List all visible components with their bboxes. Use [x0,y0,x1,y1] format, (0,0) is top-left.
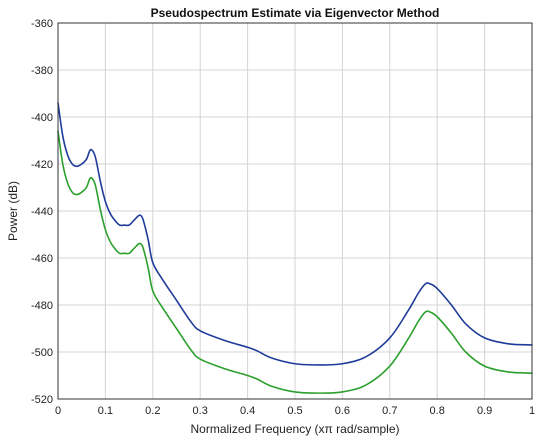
x-tick-label: 0.4 [240,405,255,417]
y-tick-label: -440 [31,206,53,218]
series-line-2 [57,130,533,394]
x-tick-label: 1 [529,405,535,417]
y-tick-label: -460 [31,253,53,265]
x-tick-label: 0.1 [98,405,113,417]
x-tick-label: 0.2 [145,405,160,417]
y-tick-label: -380 [31,65,53,77]
y-tick-label: -520 [31,394,53,406]
x-tick-label: 0.8 [430,405,445,417]
x-axis-title: Normalized Frequency (xπ rad/sample) [190,422,399,436]
y-tick-label: -480 [31,300,53,312]
plot-frame [57,22,533,400]
series-line-1 [57,102,533,366]
y-tick-label: -400 [31,112,53,124]
x-tick-label: 0.3 [193,405,208,417]
y-tick-label: -500 [31,347,53,359]
x-tick-label: 0 [55,405,61,417]
y-axis-title: Power (dB) [6,181,20,241]
x-tick-label: 0.6 [335,405,350,417]
x-tick-label: 0.5 [287,405,302,417]
y-tick-label: -360 [31,18,53,30]
series-lines [57,102,533,394]
tick-labels: 0 0.1 0.2 0.3 0.4 0.5 0.6 0.7 0.8 0.9 1 -360 -380 -40… [31,18,535,417]
x-tick-label: 0.9 [477,405,492,417]
y-tick-label: -420 [31,159,53,171]
chart-title: Pseudospectrum Estimate via Eigenvector … [151,6,440,20]
x-tick-label: 0.7 [382,405,397,417]
